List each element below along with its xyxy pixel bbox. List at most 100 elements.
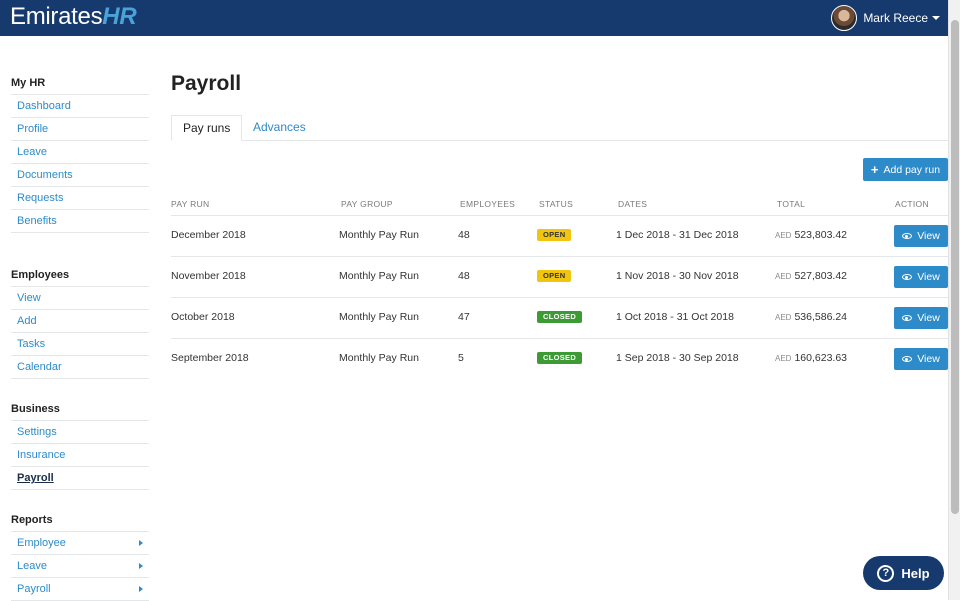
user-name: Mark Reece [863, 11, 928, 25]
cell-dates: 1 Dec 2018 - 31 Dec 2018 [616, 229, 739, 241]
chevron-right-icon [139, 540, 143, 546]
avatar [831, 5, 858, 31]
help-label: Help [901, 565, 930, 581]
sidebar-section: My HR Dashboard Profile Leave Documents Reque… [11, 72, 149, 233]
status-badge: OPEN [537, 270, 572, 282]
cell-total: AED 523,803.42 [775, 229, 847, 241]
col-dates: DATES [618, 199, 648, 209]
scrollbar[interactable] [948, 0, 960, 600]
cell-employees: 48 [458, 229, 470, 241]
add-pay-run-button[interactable]: + Add pay run [863, 158, 948, 181]
sidebar-item-label: Benefits [17, 215, 57, 227]
sidebar-item[interactable]: Insurance [11, 444, 149, 467]
logo[interactable]: EmiratesHR [10, 2, 137, 32]
total-amount: 527,803.42 [794, 270, 848, 282]
help-button[interactable]: ? Help [863, 556, 944, 590]
cell-employees: 48 [458, 270, 470, 282]
sidebar-item[interactable]: Leave [11, 555, 149, 578]
cell-pay-run: December 2018 [171, 229, 246, 241]
col-action: ACTION [895, 199, 929, 209]
sidebar-item[interactable]: Calendar [11, 356, 149, 379]
add-pay-run-label: Add pay run [883, 163, 941, 176]
sidebar-item[interactable]: Payroll [11, 578, 149, 601]
page-title: Payroll [171, 72, 242, 95]
total-amount: 536,586.24 [794, 311, 848, 323]
currency-label: AED [775, 272, 792, 281]
sidebar-section: Business Settings Insurance Payroll [11, 398, 149, 490]
cell-pay-run: September 2018 [171, 352, 249, 364]
sidebar-item[interactable]: Tasks [11, 333, 149, 356]
total-amount: 523,803.42 [794, 229, 848, 241]
sidebar-section-title: Reports [11, 509, 149, 532]
view-button[interactable]: View [894, 307, 948, 329]
cell-employees: 47 [458, 311, 470, 323]
sidebar-item-label: View [17, 292, 41, 304]
sidebar-item-label: Payroll [17, 583, 51, 595]
status-badge: CLOSED [537, 352, 583, 364]
tab-advances[interactable]: Advances [253, 120, 306, 134]
cell-pay-run: November 2018 [171, 270, 246, 282]
sidebar-item-label: Leave [17, 146, 47, 158]
cell-dates: 1 Oct 2018 - 31 Oct 2018 [616, 311, 734, 323]
sidebar-item[interactable]: Employee [11, 532, 149, 555]
table-header: PAY RUN PAY GROUP EMPLOYEES STATUS DATES… [171, 199, 948, 213]
cell-pay-group: Monthly Pay Run [339, 311, 419, 323]
sidebar-item[interactable]: Payroll [11, 467, 149, 490]
cell-total: AED 536,586.24 [775, 311, 847, 323]
sidebar-section-title: Employees [11, 264, 149, 287]
cell-pay-group: Monthly Pay Run [339, 352, 419, 364]
sidebar-section: Reports Employee Leave Payroll [11, 509, 149, 601]
sidebar-item-label: Insurance [17, 449, 66, 461]
sidebar-item-label: Calendar [17, 361, 62, 373]
logo-main: Emirates [10, 3, 103, 30]
sidebar-item[interactable]: Settings [11, 421, 149, 444]
sidebar-item[interactable]: Benefits [11, 210, 149, 233]
status-badge: OPEN [537, 229, 572, 241]
cell-employees: 5 [458, 352, 464, 364]
eye-icon [902, 233, 913, 239]
sidebar-item[interactable]: View [11, 287, 149, 310]
sidebar-item-label: Leave [17, 560, 47, 572]
view-button[interactable]: View [894, 266, 948, 288]
sidebar-item-label: Requests [17, 192, 64, 204]
top-navbar: EmiratesHR Mark Reece [0, 0, 948, 36]
sidebar-item-label: Payroll [17, 472, 54, 484]
view-button[interactable]: View [894, 225, 948, 247]
user-menu[interactable]: Mark Reece [831, 5, 940, 31]
question-icon: ? [877, 564, 895, 582]
view-button[interactable]: View [894, 348, 948, 370]
scrollbar-thumb[interactable] [951, 20, 959, 514]
currency-label: AED [775, 313, 792, 322]
cell-pay-group: Monthly Pay Run [339, 229, 419, 241]
table-row: November 2018 Monthly Pay Run 48 1 Nov 2018… [171, 256, 948, 297]
sidebar-item[interactable]: Add [11, 310, 149, 333]
col-pay-run: PAY RUN [171, 199, 210, 209]
sidebar-item[interactable]: Dashboard [11, 95, 149, 118]
cell-total: AED 160,623.63 [775, 352, 847, 364]
cell-pay-run: October 2018 [171, 311, 235, 323]
currency-label: AED [775, 231, 792, 240]
view-label: View [917, 312, 940, 324]
tab-pay-runs[interactable]: Pay runs [171, 115, 243, 141]
eye-icon [902, 356, 913, 362]
sidebar-item[interactable]: Requests [11, 187, 149, 210]
sidebar-item[interactable]: Leave [11, 141, 149, 164]
sidebar-item-label: Dashboard [17, 100, 71, 112]
sidebar-item-label: Documents [17, 169, 73, 181]
view-label: View [917, 271, 940, 283]
logo-accent: HR [102, 3, 137, 30]
table-row: September 2018 Monthly Pay Run 5 1 Sep 2018… [171, 338, 948, 379]
cell-pay-group: Monthly Pay Run [339, 270, 419, 282]
sidebar-item-label: Profile [17, 123, 49, 135]
table-row: December 2018 Monthly Pay Run 48 1 Dec 2018… [171, 215, 948, 256]
sidebar-item[interactable]: Documents [11, 164, 149, 187]
currency-label: AED [775, 354, 792, 363]
tabs: Pay runs Advances [171, 115, 948, 141]
table-row: October 2018 Monthly Pay Run 47 1 Oct 2018 … [171, 297, 948, 338]
col-status: STATUS [539, 199, 574, 209]
chevron-right-icon [139, 586, 143, 592]
col-total: TOTAL [777, 199, 806, 209]
view-label: View [917, 353, 940, 365]
sidebar-item[interactable]: Profile [11, 118, 149, 141]
cell-dates: 1 Nov 2018 - 30 Nov 2018 [616, 270, 739, 282]
